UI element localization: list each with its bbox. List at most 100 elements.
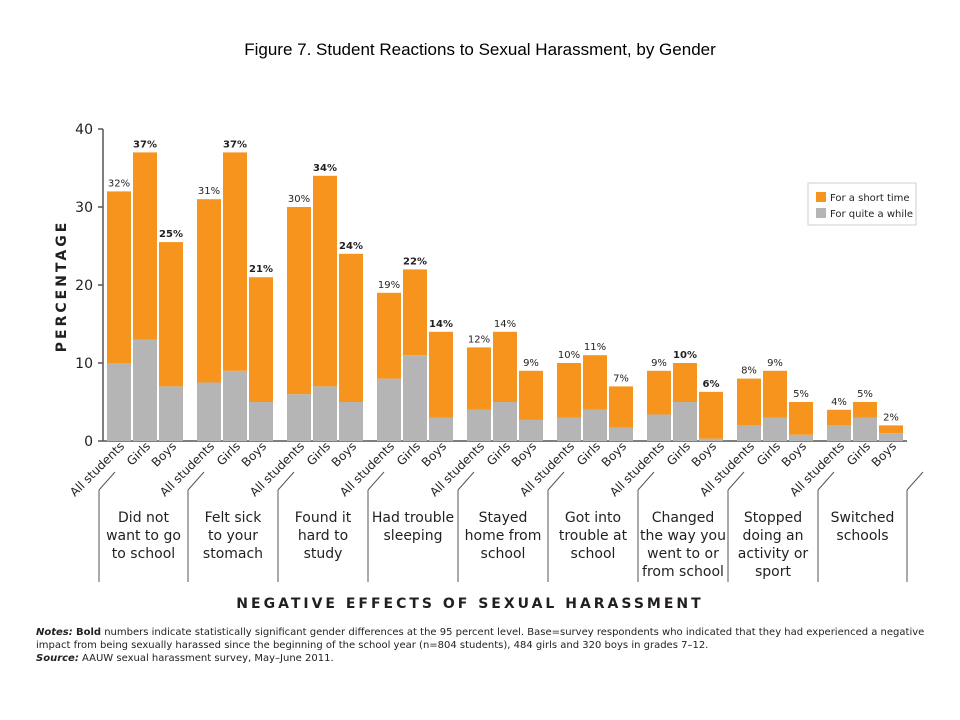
- notes-paragraph: Notes: Bold numbers indicate statistical…: [36, 626, 936, 652]
- bar-value-label: 10%: [558, 350, 580, 361]
- bar-category-label: Girls: [844, 439, 873, 468]
- bar-short-time: [159, 242, 183, 387]
- bar-value-label: 22%: [403, 256, 427, 267]
- bar-quite-a-while: [519, 419, 543, 441]
- group-label-line: want to go: [106, 528, 181, 544]
- bar-value-label: 8%: [741, 366, 757, 377]
- bar-value-label: 37%: [223, 139, 247, 150]
- notes-label: Notes:: [36, 627, 73, 638]
- bar-quite-a-while: [287, 394, 311, 441]
- bar-quite-a-while: [197, 382, 221, 441]
- bar-value-label: 11%: [584, 342, 606, 353]
- group-separator-slant: [277, 471, 295, 491]
- bar-quite-a-while: [467, 409, 491, 441]
- bar-category-label: All students: [67, 439, 127, 499]
- group-label-line: Had trouble: [372, 510, 454, 526]
- bar-value-label: 21%: [249, 264, 273, 275]
- bar-value-label: 24%: [339, 241, 363, 252]
- bar-quite-a-while: [133, 339, 157, 441]
- bar-category-label: Girls: [304, 439, 333, 468]
- bar-quite-a-while: [789, 434, 813, 441]
- group-separator-slant: [817, 471, 835, 491]
- y-tick-label: 30: [75, 200, 93, 216]
- bar-value-label: 37%: [133, 139, 157, 150]
- bar-category-label: Boys: [599, 439, 629, 469]
- bar-quite-a-while: [853, 417, 877, 441]
- bar-value-label: 9%: [523, 358, 539, 369]
- bar-value-label: 9%: [651, 358, 667, 369]
- page-title: Figure 7. Student Reactions to Sexual Ha…: [244, 40, 716, 59]
- bar-short-time: [133, 152, 157, 340]
- bar-short-time: [789, 402, 813, 435]
- bar-value-label: 34%: [313, 163, 337, 174]
- group-label-line: Found it: [295, 510, 352, 526]
- group-label-line: doing an: [742, 528, 803, 544]
- bar-short-time: [223, 152, 247, 371]
- legend-label: For quite a while: [830, 209, 913, 220]
- bar-value-label: 5%: [857, 389, 873, 400]
- bar-short-time: [737, 378, 761, 426]
- bar-short-time: [699, 391, 723, 439]
- group-label-line: stomach: [203, 546, 263, 562]
- stacked-bar-chart: 0 10 20 30 40 PERCENTAGE NEGATIVE EFFECTS OF S…: [54, 122, 924, 612]
- source-label: Source:: [36, 653, 79, 664]
- group-label-line: trouble at: [559, 528, 628, 544]
- bar-value-label: 30%: [288, 194, 310, 205]
- bar-value-label: 31%: [198, 186, 220, 197]
- group-label-line: school: [571, 546, 616, 562]
- group-label-line: activity or: [738, 546, 809, 562]
- source-line: Source: AAUW sexual harassment survey, M…: [36, 652, 936, 665]
- group-label-line: hard to: [298, 528, 348, 544]
- bar-short-time: [879, 425, 903, 434]
- bar-short-time: [287, 207, 311, 395]
- bar-value-label: 7%: [613, 373, 629, 384]
- x-axis-title: NEGATIVE EFFECTS OF SEXUAL HARASSMENT: [236, 596, 703, 612]
- bar-short-time: [377, 292, 401, 379]
- bar-quite-a-while: [647, 414, 671, 441]
- y-tick-label: 20: [75, 278, 93, 294]
- bar-short-time: [763, 370, 787, 418]
- bar-category-label: Girls: [754, 439, 783, 468]
- legend-swatch: [816, 192, 826, 202]
- bar-quite-a-while: [557, 417, 581, 441]
- bar-category-label: Boys: [869, 439, 899, 469]
- bar-value-label: 25%: [159, 229, 183, 240]
- group-label-line: sleeping: [384, 528, 443, 544]
- group-separator-slant: [906, 471, 924, 491]
- bar-quite-a-while: [403, 355, 427, 441]
- legend-label: For a short time: [830, 193, 910, 204]
- bar-short-time: [557, 363, 581, 418]
- chart-notes: Notes: Bold numbers indicate statistical…: [36, 626, 936, 665]
- group-separator-slant: [367, 471, 385, 491]
- bar-category-label: Boys: [329, 439, 359, 469]
- bar-category-label: Boys: [239, 439, 269, 469]
- group-label-line: from school: [642, 564, 724, 580]
- notes-text: numbers indicate statistically significa…: [36, 627, 925, 651]
- bar-short-time: [197, 199, 221, 383]
- group-label-line: Did not: [118, 510, 169, 526]
- bar-quite-a-while: [737, 425, 761, 441]
- group-label-line: the way you: [640, 528, 726, 544]
- bar-category-label: Boys: [149, 439, 179, 469]
- legend: For a short time For quite a while: [807, 182, 917, 226]
- group-label-line: Changed: [652, 510, 715, 526]
- group-label-line: sport: [755, 564, 792, 580]
- bar-quite-a-while: [609, 427, 633, 441]
- bars: [107, 152, 903, 441]
- bar-category-label: Girls: [484, 439, 513, 468]
- bar-quite-a-while: [339, 402, 363, 441]
- bar-value-label: 9%: [767, 358, 783, 369]
- bar-short-time: [313, 175, 337, 387]
- bar-short-time: [107, 191, 131, 363]
- bar-short-time: [339, 253, 363, 402]
- bar-short-time: [583, 355, 607, 410]
- group-label-line: Switched: [831, 510, 895, 526]
- bar-value-label: 4%: [831, 397, 847, 408]
- bar-quite-a-while: [673, 402, 697, 441]
- bar-category-label: Boys: [509, 439, 539, 469]
- bar-quite-a-while: [583, 409, 607, 441]
- bar-value-label: 5%: [793, 389, 809, 400]
- group-label-line: Got into: [565, 510, 621, 526]
- bar-category-label: Girls: [664, 439, 693, 468]
- bar-value-label: 10%: [673, 350, 697, 361]
